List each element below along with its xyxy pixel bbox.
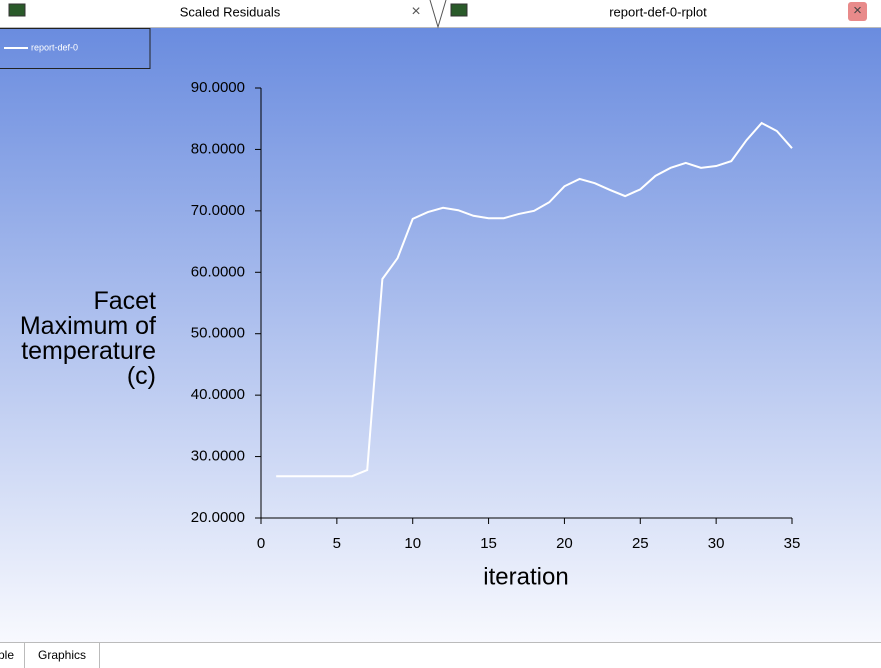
close-icon: × — [853, 2, 862, 19]
x-axis-label: iteration — [483, 563, 568, 590]
y-tick-label: 40.0000 — [191, 386, 245, 403]
x-tick-label: 10 — [404, 535, 421, 552]
tab-bar — [0, 0, 881, 28]
x-tick-label: 15 — [480, 535, 497, 552]
legend-box — [0, 28, 151, 69]
y-tick-label: 70.0000 — [191, 202, 245, 219]
x-tick-label: 25 — [632, 535, 649, 552]
tab-icon — [450, 3, 468, 17]
x-tick-label: 0 — [257, 535, 265, 552]
tab-title[interactable]: report-def-0-rplot — [609, 4, 707, 19]
y-tick-label: 80.0000 — [191, 140, 245, 157]
plot-background — [0, 28, 881, 642]
tab-separator — [429, 0, 447, 29]
x-tick-label: 20 — [556, 535, 573, 552]
y-tick-label: 50.0000 — [191, 325, 245, 342]
bottom-tab[interactable]: Graphics — [38, 648, 86, 662]
close-button[interactable] — [848, 2, 867, 21]
y-tick-label: 90.0000 — [191, 79, 245, 96]
close-button[interactable]: × — [411, 3, 420, 20]
tab-title[interactable]: Scaled Residuals — [180, 4, 281, 19]
x-tick-label: 35 — [784, 535, 801, 552]
y-axis-label: Facet Maximum of temperature (c) — [19, 287, 156, 390]
legend-label: report-def-0 — [31, 42, 78, 52]
bottom-bar — [0, 642, 881, 668]
tab-icon — [8, 3, 26, 17]
x-tick-label: 5 — [333, 535, 341, 552]
bottom-tab[interactable]: ple — [0, 648, 14, 662]
y-tick-label: 30.0000 — [191, 448, 245, 465]
y-tick-label: 20.0000 — [191, 509, 245, 526]
x-tick-label: 30 — [708, 535, 725, 552]
y-tick-label: 60.0000 — [191, 263, 245, 280]
series-line — [276, 121, 793, 478]
